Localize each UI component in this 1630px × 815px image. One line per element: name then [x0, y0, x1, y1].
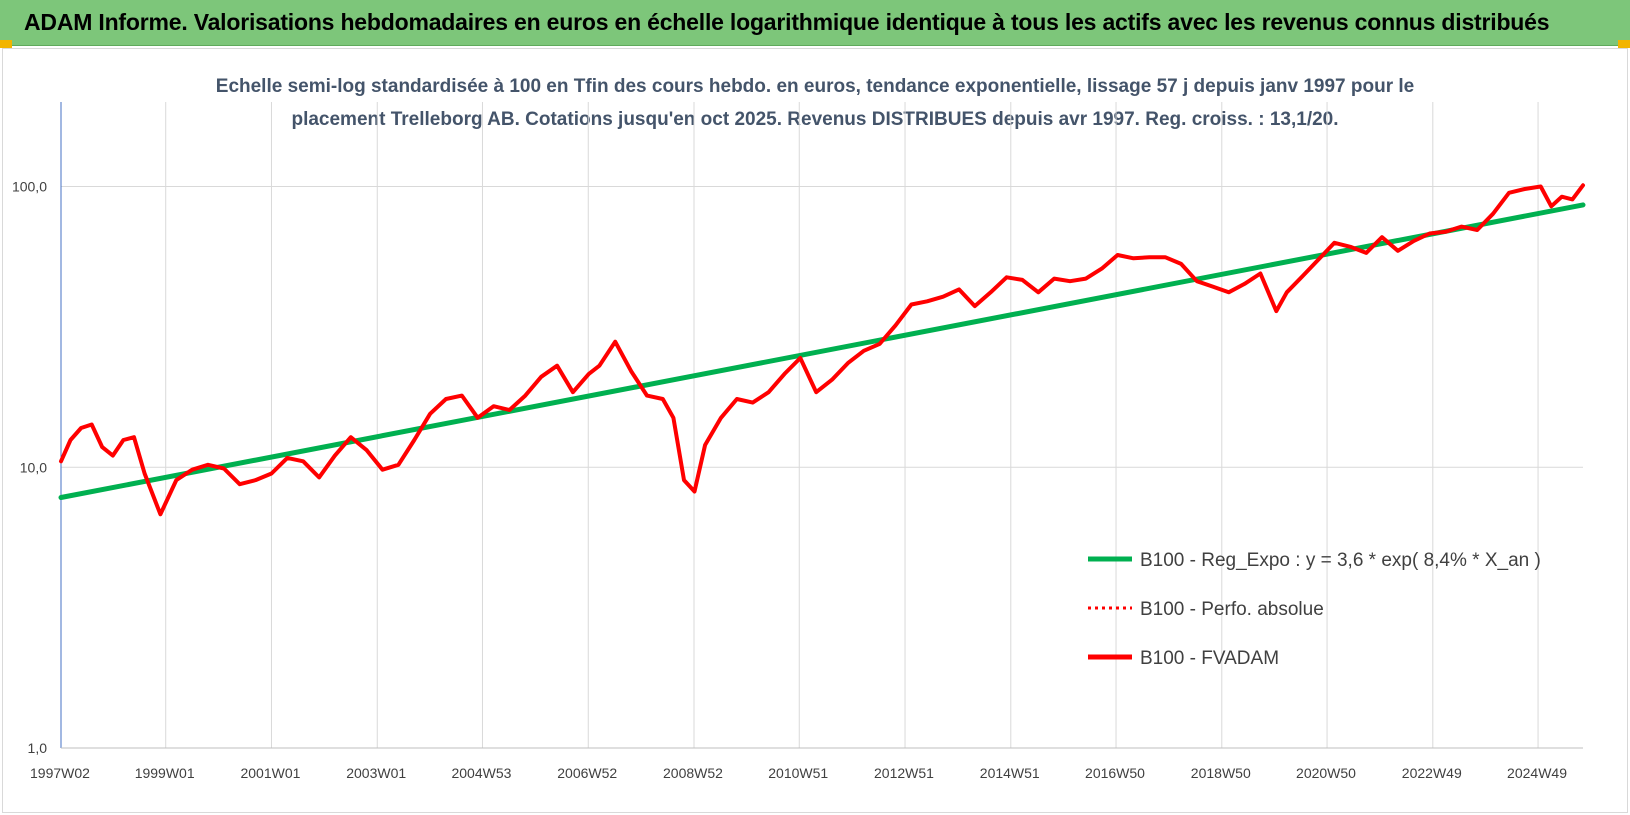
- report-header-banner: ADAM Informe. Valorisations hebdomadaire…: [0, 0, 1630, 46]
- chart-frame: [2, 48, 1628, 813]
- y-tick-label: 1,0: [28, 740, 48, 756]
- report-title: ADAM Informe. Valorisations hebdomadaire…: [24, 9, 1550, 35]
- corner-marker-left: [0, 40, 12, 48]
- chart-title: Echelle semi-log standardisée à 100 en T…: [0, 70, 1630, 136]
- chart-grid: [60, 102, 1583, 749]
- x-tick-label: 2001W01: [240, 765, 300, 781]
- x-tick-label: 2006W52: [557, 765, 617, 781]
- chart-legend: B100 - Reg_Expo : y = 3,6 * exp( 8,4% * …: [1088, 550, 1541, 669]
- x-tick-label: 2016W50: [1085, 765, 1145, 781]
- x-tick-label: 2018W50: [1191, 765, 1251, 781]
- x-tick-label: 1999W01: [135, 765, 195, 781]
- chart-axes: 1,0 10,0 100,0 1997W02 1999W01 2001W01 2003W01…: [12, 102, 1583, 781]
- x-tick-label: 2003W01: [346, 765, 406, 781]
- chart-title-line2: placement Trelleborg AB. Cotations jusqu…: [291, 109, 1339, 130]
- y-tick-label: 100,0: [12, 179, 47, 195]
- chart-title-line1: Echelle semi-log standardisée à 100 en T…: [215, 76, 1415, 97]
- chart-series: [58, 183, 1586, 517]
- x-tick-label: 2008W52: [663, 765, 723, 781]
- series-line-2: [59, 183, 1585, 517]
- x-tick-label: 2024W49: [1507, 765, 1567, 781]
- x-tick-label: 2022W49: [1402, 765, 1462, 781]
- x-tick-label: 2004W53: [451, 765, 511, 781]
- legend-label-0: B100 - Reg_Expo : y = 3,6 * exp( 8,4% * …: [1140, 550, 1541, 571]
- series-line-0: [58, 202, 1586, 500]
- legend-label-2: B100 - FVADAM: [1140, 648, 1279, 669]
- x-tick-label: 1997W02: [30, 765, 90, 781]
- y-tick-label: 10,0: [20, 459, 47, 475]
- x-tick-label: 2012W51: [874, 765, 934, 781]
- legend-label-1: B100 - Perfo. absolue: [1140, 599, 1324, 620]
- x-tick-label: 2020W50: [1296, 765, 1356, 781]
- x-tick-label: 2010W51: [768, 765, 828, 781]
- x-tick-label: 2014W51: [980, 765, 1040, 781]
- corner-marker-right: [1618, 40, 1630, 48]
